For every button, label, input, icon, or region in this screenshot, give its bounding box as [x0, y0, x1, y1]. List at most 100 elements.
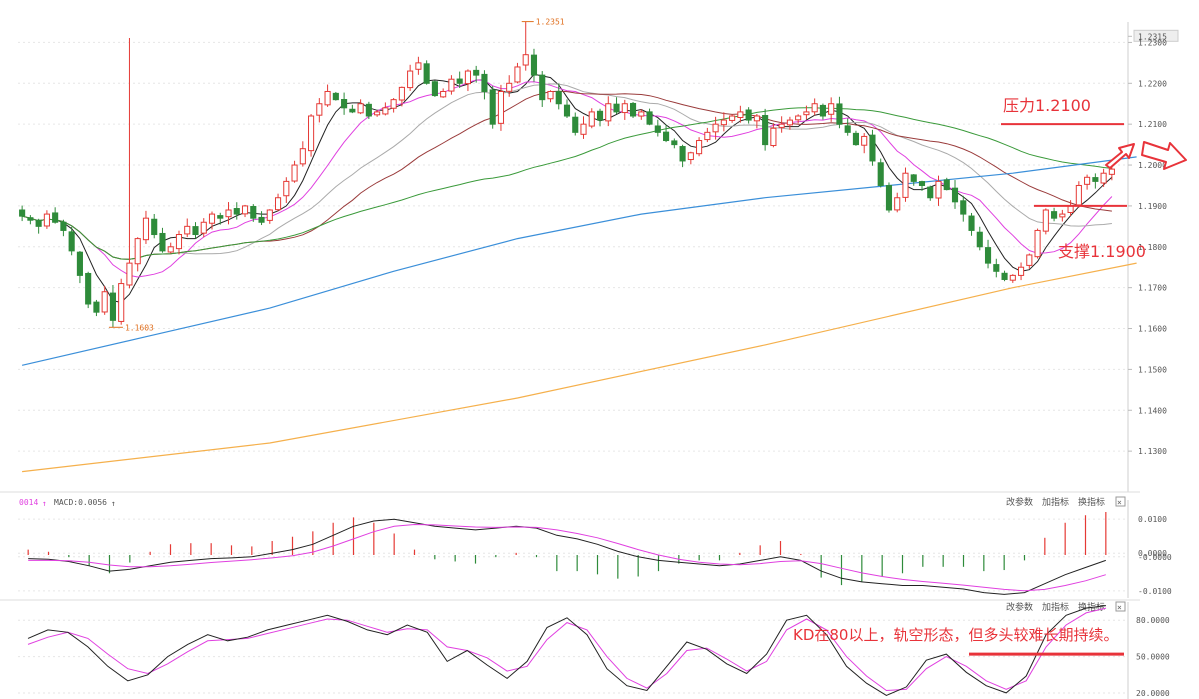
- candle-body: [118, 283, 125, 322]
- candle-body: [357, 103, 364, 114]
- annotations: 压力1.2100 支撑1.1900 KD在80以上，轨空形态，但多头较难长期持续。: [793, 96, 1187, 656]
- kd-annotation: KD在80以上，轨空形态，但多头较难长期持续。: [793, 626, 1118, 644]
- candle-body: [663, 131, 670, 142]
- macd-panel: 0014 ↑ MACD:0.0056 ↑ 改参数 加指标 换指标 ×0.01000.0000-…: [0, 491, 1172, 598]
- candle-body: [993, 264, 1000, 272]
- candle-body: [1001, 272, 1008, 280]
- candle-body: [93, 301, 100, 313]
- candle-body: [324, 90, 331, 106]
- candle-body: [456, 78, 463, 84]
- candle-body: [555, 91, 562, 105]
- candle-body: [753, 115, 760, 122]
- candle-body: [423, 63, 430, 84]
- candle-body: [407, 70, 414, 89]
- candle-body: [1075, 184, 1082, 206]
- candle-body: [382, 107, 389, 115]
- macd-tool-1: 加指标: [1042, 496, 1069, 508]
- kd-tick-label: 80.0000: [1136, 616, 1170, 625]
- candle-body: [184, 225, 191, 235]
- candle-body: [208, 213, 216, 224]
- candle-body: [101, 291, 108, 313]
- macd-dif-line: [28, 518, 1106, 595]
- price-tick-label: 1.2300: [1138, 38, 1167, 47]
- candle-body: [1059, 213, 1066, 218]
- kd-tick-label: 50.0000: [1136, 653, 1170, 662]
- candle-body: [927, 186, 934, 199]
- candle-body: [464, 70, 471, 85]
- resistance-label: 压力1.2100: [1003, 96, 1091, 115]
- candle-body: [365, 103, 372, 117]
- candle-body: [1042, 209, 1049, 232]
- candle-body: [770, 127, 777, 147]
- long-ma-blue: [21, 156, 1137, 366]
- candle-body: [266, 209, 273, 221]
- candle-body: [398, 86, 405, 101]
- candle-body: [27, 217, 34, 221]
- macd-tick-label: 0.0000: [1138, 549, 1167, 558]
- candle-body: [951, 187, 959, 203]
- candle-body: [679, 146, 686, 162]
- candle-body: [489, 89, 496, 125]
- price-tick-label: 1.1300: [1138, 447, 1167, 456]
- marked-low-label: 1.1603: [125, 323, 154, 332]
- candle-body: [861, 135, 868, 146]
- price-tick-label: 1.2315: [1138, 32, 1167, 41]
- candle-body: [250, 205, 257, 219]
- candle-body: [745, 109, 752, 121]
- candle-body: [126, 262, 133, 286]
- candle-body: [151, 218, 158, 236]
- candle-body: [877, 162, 884, 186]
- candle-body: [349, 108, 356, 113]
- candle-body: [283, 180, 290, 197]
- candle-body: [134, 238, 141, 265]
- candle-body: [605, 103, 612, 122]
- candle-body: [19, 209, 26, 217]
- candle-body: [431, 81, 438, 97]
- candle-body: [316, 103, 323, 116]
- candle-body: [142, 217, 150, 241]
- price-tick-label: 1.1700: [1138, 284, 1167, 293]
- candle-body: [935, 180, 942, 199]
- candle-body: [572, 116, 579, 133]
- long-ma-orange: [22, 262, 1137, 473]
- candle-body: [390, 99, 397, 109]
- kd-k-line: [27, 605, 1107, 696]
- candle-body: [473, 69, 480, 76]
- candle-body: [729, 115, 736, 121]
- kd-tool-1: 加指标: [1042, 601, 1069, 613]
- candle-body: [217, 215, 224, 219]
- macd-close-icon: [1115, 496, 1126, 507]
- candle-body: [85, 272, 92, 305]
- candle-body: [786, 119, 793, 126]
- candle-body: [506, 82, 513, 92]
- candle-body: [836, 103, 843, 125]
- candle-body: [448, 78, 455, 92]
- candle-body: [539, 74, 546, 101]
- ma-line-20: [21, 83, 1112, 260]
- candle-body: [1009, 274, 1016, 281]
- macd-label: MACD:0.0056: [54, 498, 107, 507]
- candle-body: [869, 134, 876, 162]
- candle-body: [52, 212, 59, 223]
- price-tick-label: 1.2000: [1138, 161, 1167, 170]
- candle-body: [60, 221, 67, 231]
- candle-body: [35, 219, 42, 227]
- support-label: 支撑1.1900: [1058, 242, 1146, 261]
- marked-high-label: 1.2351: [536, 18, 565, 27]
- up-arrow-icon: [1105, 143, 1135, 169]
- candle-body: [910, 174, 917, 182]
- candle-body: [852, 132, 860, 146]
- candle-body: [737, 111, 744, 118]
- candle-body: [696, 140, 703, 155]
- candle-body: [778, 123, 785, 128]
- candle-body: [1034, 229, 1041, 258]
- candle-body: [200, 221, 207, 234]
- price-tick-label: 1.1800: [1138, 243, 1167, 252]
- macd-tool-0: 改参数: [1006, 496, 1033, 508]
- candle-body: [1084, 176, 1091, 185]
- price-tick-label: 1.1600: [1138, 325, 1167, 334]
- macd-tick-label: -0.0000: [1138, 553, 1172, 562]
- candle-body: [704, 131, 711, 141]
- price-tick-label: 1.1400: [1138, 406, 1167, 415]
- candle-body: [497, 90, 505, 124]
